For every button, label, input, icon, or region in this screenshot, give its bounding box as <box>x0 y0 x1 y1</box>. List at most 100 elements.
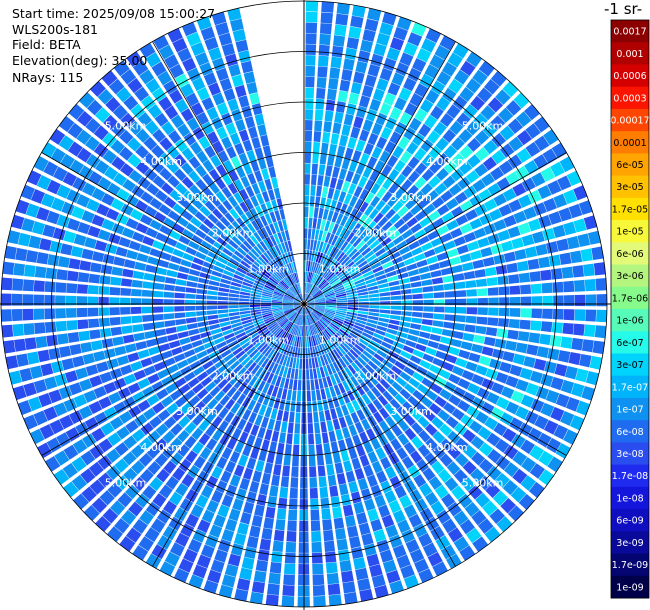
range-label-1km: 1.00km <box>319 262 361 275</box>
ray-43 <box>307 306 545 498</box>
ray-51 <box>305 307 448 577</box>
ray-74 <box>95 306 302 532</box>
spoke-30deg <box>303 41 456 305</box>
ray-4 <box>304 5 366 301</box>
ray-68 <box>173 307 303 583</box>
start-time-text: Start time: 2025/09/08 15:00:27 <box>12 6 216 21</box>
ray-1 <box>304 1 319 300</box>
ray-81 <box>29 305 301 445</box>
colorbar-swatch-7 <box>611 153 649 177</box>
colorbar: 0.0017 0.001 0.0006 0.0003 0.00017 0.0001 6e-0… <box>610 19 650 599</box>
colorbar-swatch-3 <box>611 64 649 88</box>
ray-92 <box>2 261 301 304</box>
colorbar-label-17: 1.7e-07 <box>612 382 648 393</box>
colorbar-label-5: 0.00017 <box>610 116 649 127</box>
ray-18 <box>307 116 550 302</box>
ray-75 <box>83 306 302 521</box>
azimuth-spokes <box>0 0 612 610</box>
range-label-4km: 4.00km <box>140 155 182 168</box>
colorbar-label-23: 6e-09 <box>616 516 643 527</box>
ray-113 <box>196 16 303 301</box>
colorbar-swatch-21 <box>611 464 649 488</box>
colorbar-title: -1 sr- <box>604 0 643 18</box>
colorbar-swatch-13 <box>611 286 649 310</box>
colorbar-label-15: 6e-07 <box>616 338 643 349</box>
colorbar-swatch-20 <box>611 442 649 466</box>
ray-56 <box>304 307 374 602</box>
ray-2 <box>304 1 335 301</box>
spoke-60deg <box>303 152 567 305</box>
colorbar-label-26: 1e-09 <box>616 582 643 593</box>
ray-79 <box>45 306 301 472</box>
ray-9 <box>305 28 442 301</box>
colorbar-swatch-1 <box>611 20 649 43</box>
colorbar-swatch-26 <box>611 575 649 599</box>
ray-41 <box>307 306 563 473</box>
range-ring-labels: 1.00km 2.00km 3.00km 4.00km 5.00km 1.00km 2.00… <box>105 120 504 490</box>
ray-5 <box>304 8 382 301</box>
ray-115 <box>227 8 304 301</box>
ray-52 <box>305 307 434 583</box>
spoke-240deg <box>41 303 305 456</box>
range-label-2km: 2.00km <box>355 369 397 382</box>
ray-85 <box>8 304 301 385</box>
ray-34 <box>307 304 603 370</box>
colorbar-label-4: 0.0003 <box>613 93 646 104</box>
range-label-3km: 3.00km <box>176 191 218 204</box>
ray-11 <box>306 43 469 301</box>
colorbar-label-1: 0.0017 <box>613 27 646 38</box>
colorbar-swatch-18 <box>611 397 649 421</box>
ray-86 <box>5 304 301 370</box>
ray-88 <box>1 304 301 338</box>
colorbar-label-8: 3e-05 <box>616 182 643 193</box>
range-label-3km: 3.00km <box>176 405 218 418</box>
colorbar-label-2: 0.001 <box>616 49 643 60</box>
ray-29 <box>307 278 607 304</box>
colorbar-label-13: 1.7e-06 <box>612 293 648 304</box>
ray-59 <box>304 307 326 607</box>
ray-104 <box>78 92 302 302</box>
ray-32 <box>307 304 607 339</box>
range-label-5km: 5.00km <box>462 120 504 133</box>
ray-64 <box>234 307 304 602</box>
ray-105 <box>89 81 302 302</box>
ray-61 <box>281 307 304 607</box>
colorbar-swatch-23 <box>611 509 649 532</box>
ray-62 <box>265 307 304 606</box>
ray-97 <box>20 184 301 303</box>
colorbar-swatch-25 <box>611 553 649 577</box>
colorbar-label-10: 1e-05 <box>616 227 643 238</box>
ray-54 <box>305 307 404 594</box>
ray-39 <box>307 305 578 445</box>
ray-87 <box>3 304 301 354</box>
colorbar-label-9: 1.7e-05 <box>612 204 648 215</box>
range-label-4km: 4.00km <box>140 441 182 454</box>
ray-19 <box>307 129 559 302</box>
colorbar-label-7: 6e-05 <box>616 160 643 171</box>
colorbar-label-24: 3e-09 <box>616 538 643 549</box>
ray-3 <box>304 2 350 301</box>
spoke-330deg <box>152 41 305 305</box>
colorbar-label-21: 1.7e-08 <box>612 471 648 482</box>
range-label-1km: 1.00km <box>248 262 290 275</box>
ray-98 <box>26 170 301 303</box>
ray-77 <box>63 306 301 498</box>
range-label-2km: 2.00km <box>212 369 254 382</box>
ray-8 <box>305 22 427 301</box>
colorbar-swatch-16 <box>611 353 649 377</box>
ray-114 <box>211 11 303 301</box>
range-label-2km: 2.00km <box>355 227 397 240</box>
ray-49 <box>306 307 476 561</box>
ray-27 <box>307 246 604 304</box>
range-label-2km: 2.00km <box>212 227 254 240</box>
ray-106 <box>101 70 302 302</box>
ray-15 <box>306 81 519 302</box>
colorbar-label-12: 3e-06 <box>616 271 643 282</box>
nrays-text: NRays: 115 <box>12 70 84 85</box>
elevation-text: Elevation(deg): 35.00 <box>12 53 148 68</box>
colorbar-swatch-6 <box>611 131 649 154</box>
colorbar-swatch-11 <box>611 242 649 266</box>
colorbar-label-22: 1e-08 <box>616 493 643 504</box>
ray-53 <box>305 307 419 589</box>
colorbar-swatch-14 <box>611 309 649 332</box>
